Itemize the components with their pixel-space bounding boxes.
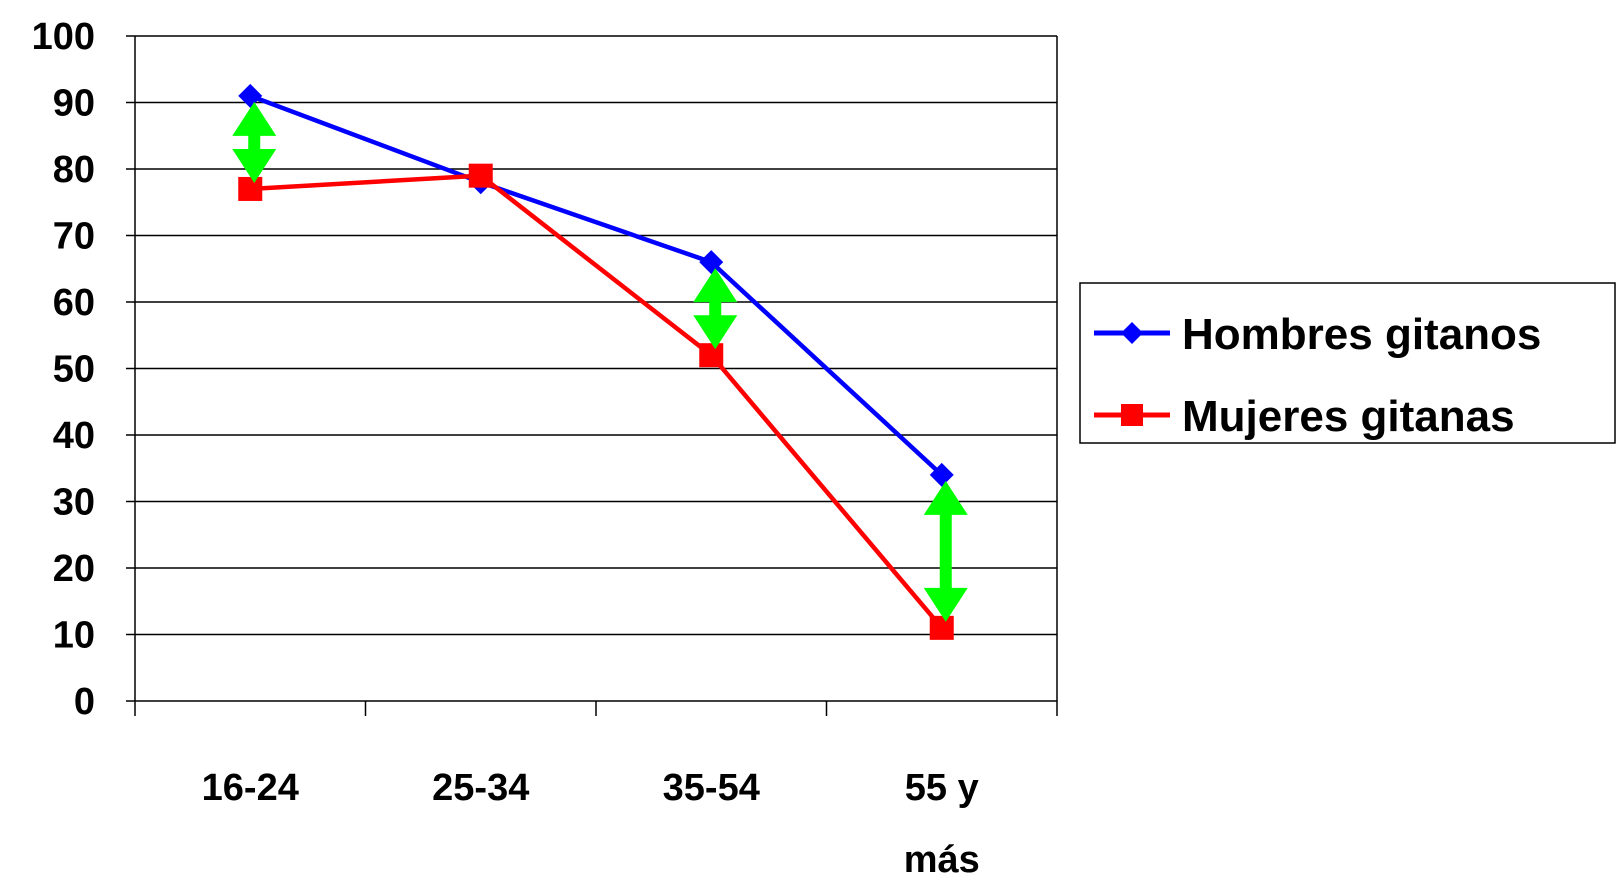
legend-item: Mujeres gitanas [1094, 392, 1515, 441]
y-tick-label: 70 [53, 216, 95, 258]
y-tick-label: 20 [53, 548, 95, 590]
gap-arrows [232, 101, 968, 622]
y-tick-label: 30 [53, 482, 95, 524]
y-tick-label: 90 [53, 83, 95, 125]
data-point-square [238, 176, 263, 201]
y-tick-label: 40 [53, 415, 95, 457]
gridlines [135, 35, 1057, 636]
x-tick-label: 35-54 [663, 767, 760, 809]
y-axis-ticks: 0 10 20 30 40 50 60 70 80 90 100 [32, 16, 135, 723]
series-line [250, 173, 944, 630]
series-lines [238, 83, 954, 640]
series-2 [238, 163, 954, 640]
y-tick-label: 0 [74, 681, 95, 723]
legend-marker-square [1121, 404, 1143, 426]
y-tick-label: 10 [53, 615, 95, 657]
legend-label: Hombres gitanos [1182, 310, 1541, 359]
x-tick-label: más [904, 839, 980, 878]
y-tick-label: 100 [32, 16, 95, 58]
legend-label: Mujeres gitanas [1182, 392, 1515, 441]
y-tick-label: 50 [53, 349, 95, 391]
double-headed-arrow-icon [232, 101, 277, 183]
series-line [249, 93, 944, 477]
data-point-square [929, 615, 954, 640]
data-point-diamond [929, 462, 954, 487]
data-point-diamond [238, 83, 263, 108]
x-tick-label: 25-34 [432, 767, 529, 809]
legend-item: Hombres gitanos [1094, 310, 1541, 359]
x-tick-label: 55 y [905, 767, 979, 809]
data-point-square [699, 343, 724, 368]
double-headed-arrow-icon [923, 480, 968, 622]
legend-marker-diamond [1121, 322, 1143, 344]
legend: Hombres gitanos Mujeres gitanas [1079, 282, 1616, 444]
y-tick-label: 80 [53, 149, 95, 191]
data-point-diamond [699, 250, 724, 275]
y-tick-label: 60 [53, 282, 95, 324]
x-tick-label: 16-24 [202, 767, 299, 809]
data-point-square [468, 163, 493, 188]
x-axis-ticks: 16-24 25-34 35-54 55 y más [134, 701, 1058, 878]
double-headed-arrow-icon [693, 268, 738, 350]
